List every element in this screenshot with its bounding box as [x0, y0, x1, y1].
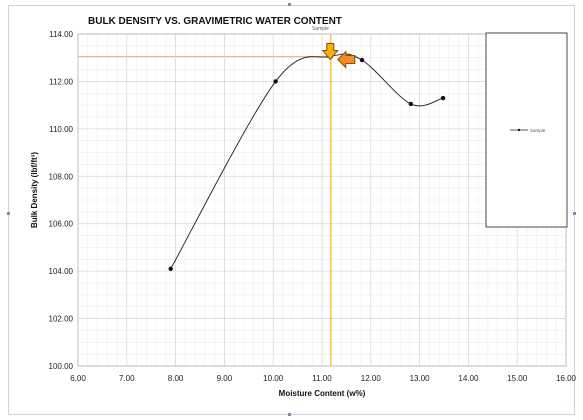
y-tick-label: 108.00 — [49, 172, 74, 181]
y-tick-label: 106.00 — [49, 220, 74, 229]
x-tick-label: 7.00 — [119, 374, 135, 383]
x-tick-label: 15.00 — [507, 374, 528, 383]
plot-area: 6.00 7.00 8.00 9.00 10.00 11.00 12.00 13.00 14.0… — [49, 30, 577, 383]
x-tick-label: 9.00 — [217, 374, 233, 383]
sample-data-point-4 — [359, 57, 365, 63]
chart-resize-handle-left[interactable] — [7, 212, 10, 215]
y-tick-label: 102.00 — [49, 315, 74, 324]
y-tick-label: 104.00 — [49, 267, 74, 276]
sample-data-point-5 — [408, 101, 414, 107]
x-tick-label: 6.00 — [70, 374, 86, 383]
y-tick-label: 100.00 — [49, 362, 74, 371]
x-axis-label: Moisture Content (w%) — [279, 389, 366, 398]
y-tick-label: 110.00 — [49, 125, 73, 134]
y-tick-label: 114.00 — [49, 30, 73, 39]
chart-resize-handle-bottom[interactable] — [288, 413, 291, 416]
chart-title: BULK DENSITY VS. GRAVIMETRIC WATER CONTE… — [88, 16, 342, 27]
x-tick-label: 8.00 — [168, 374, 184, 383]
chart-resize-handle-top[interactable] — [288, 3, 291, 6]
chart-resize-handle-right[interactable] — [573, 212, 576, 215]
legend-series-label: Sample — [530, 128, 546, 133]
y-axis-label: Bulk Density (lbf/ft³) — [30, 152, 39, 228]
left-arrow-icon — [337, 50, 356, 69]
sample-data-point-6 — [440, 95, 446, 101]
x-tick-label: 10.00 — [263, 374, 284, 383]
x-tick-label: 14.00 — [458, 374, 479, 383]
x-tick-label: 11.00 — [312, 374, 332, 383]
x-tick-label: 16.00 — [556, 374, 577, 383]
sample-data-point-1 — [168, 266, 173, 271]
x-tick-label: 12.00 — [361, 374, 382, 383]
legend-series-marker — [517, 128, 521, 132]
down-arrow-icon — [321, 43, 339, 61]
sample-data-point-2 — [273, 79, 278, 84]
series-label: Sample — [312, 26, 329, 32]
y-tick-label: 112.00 — [49, 77, 73, 86]
x-tick-label: 13.00 — [410, 374, 431, 383]
